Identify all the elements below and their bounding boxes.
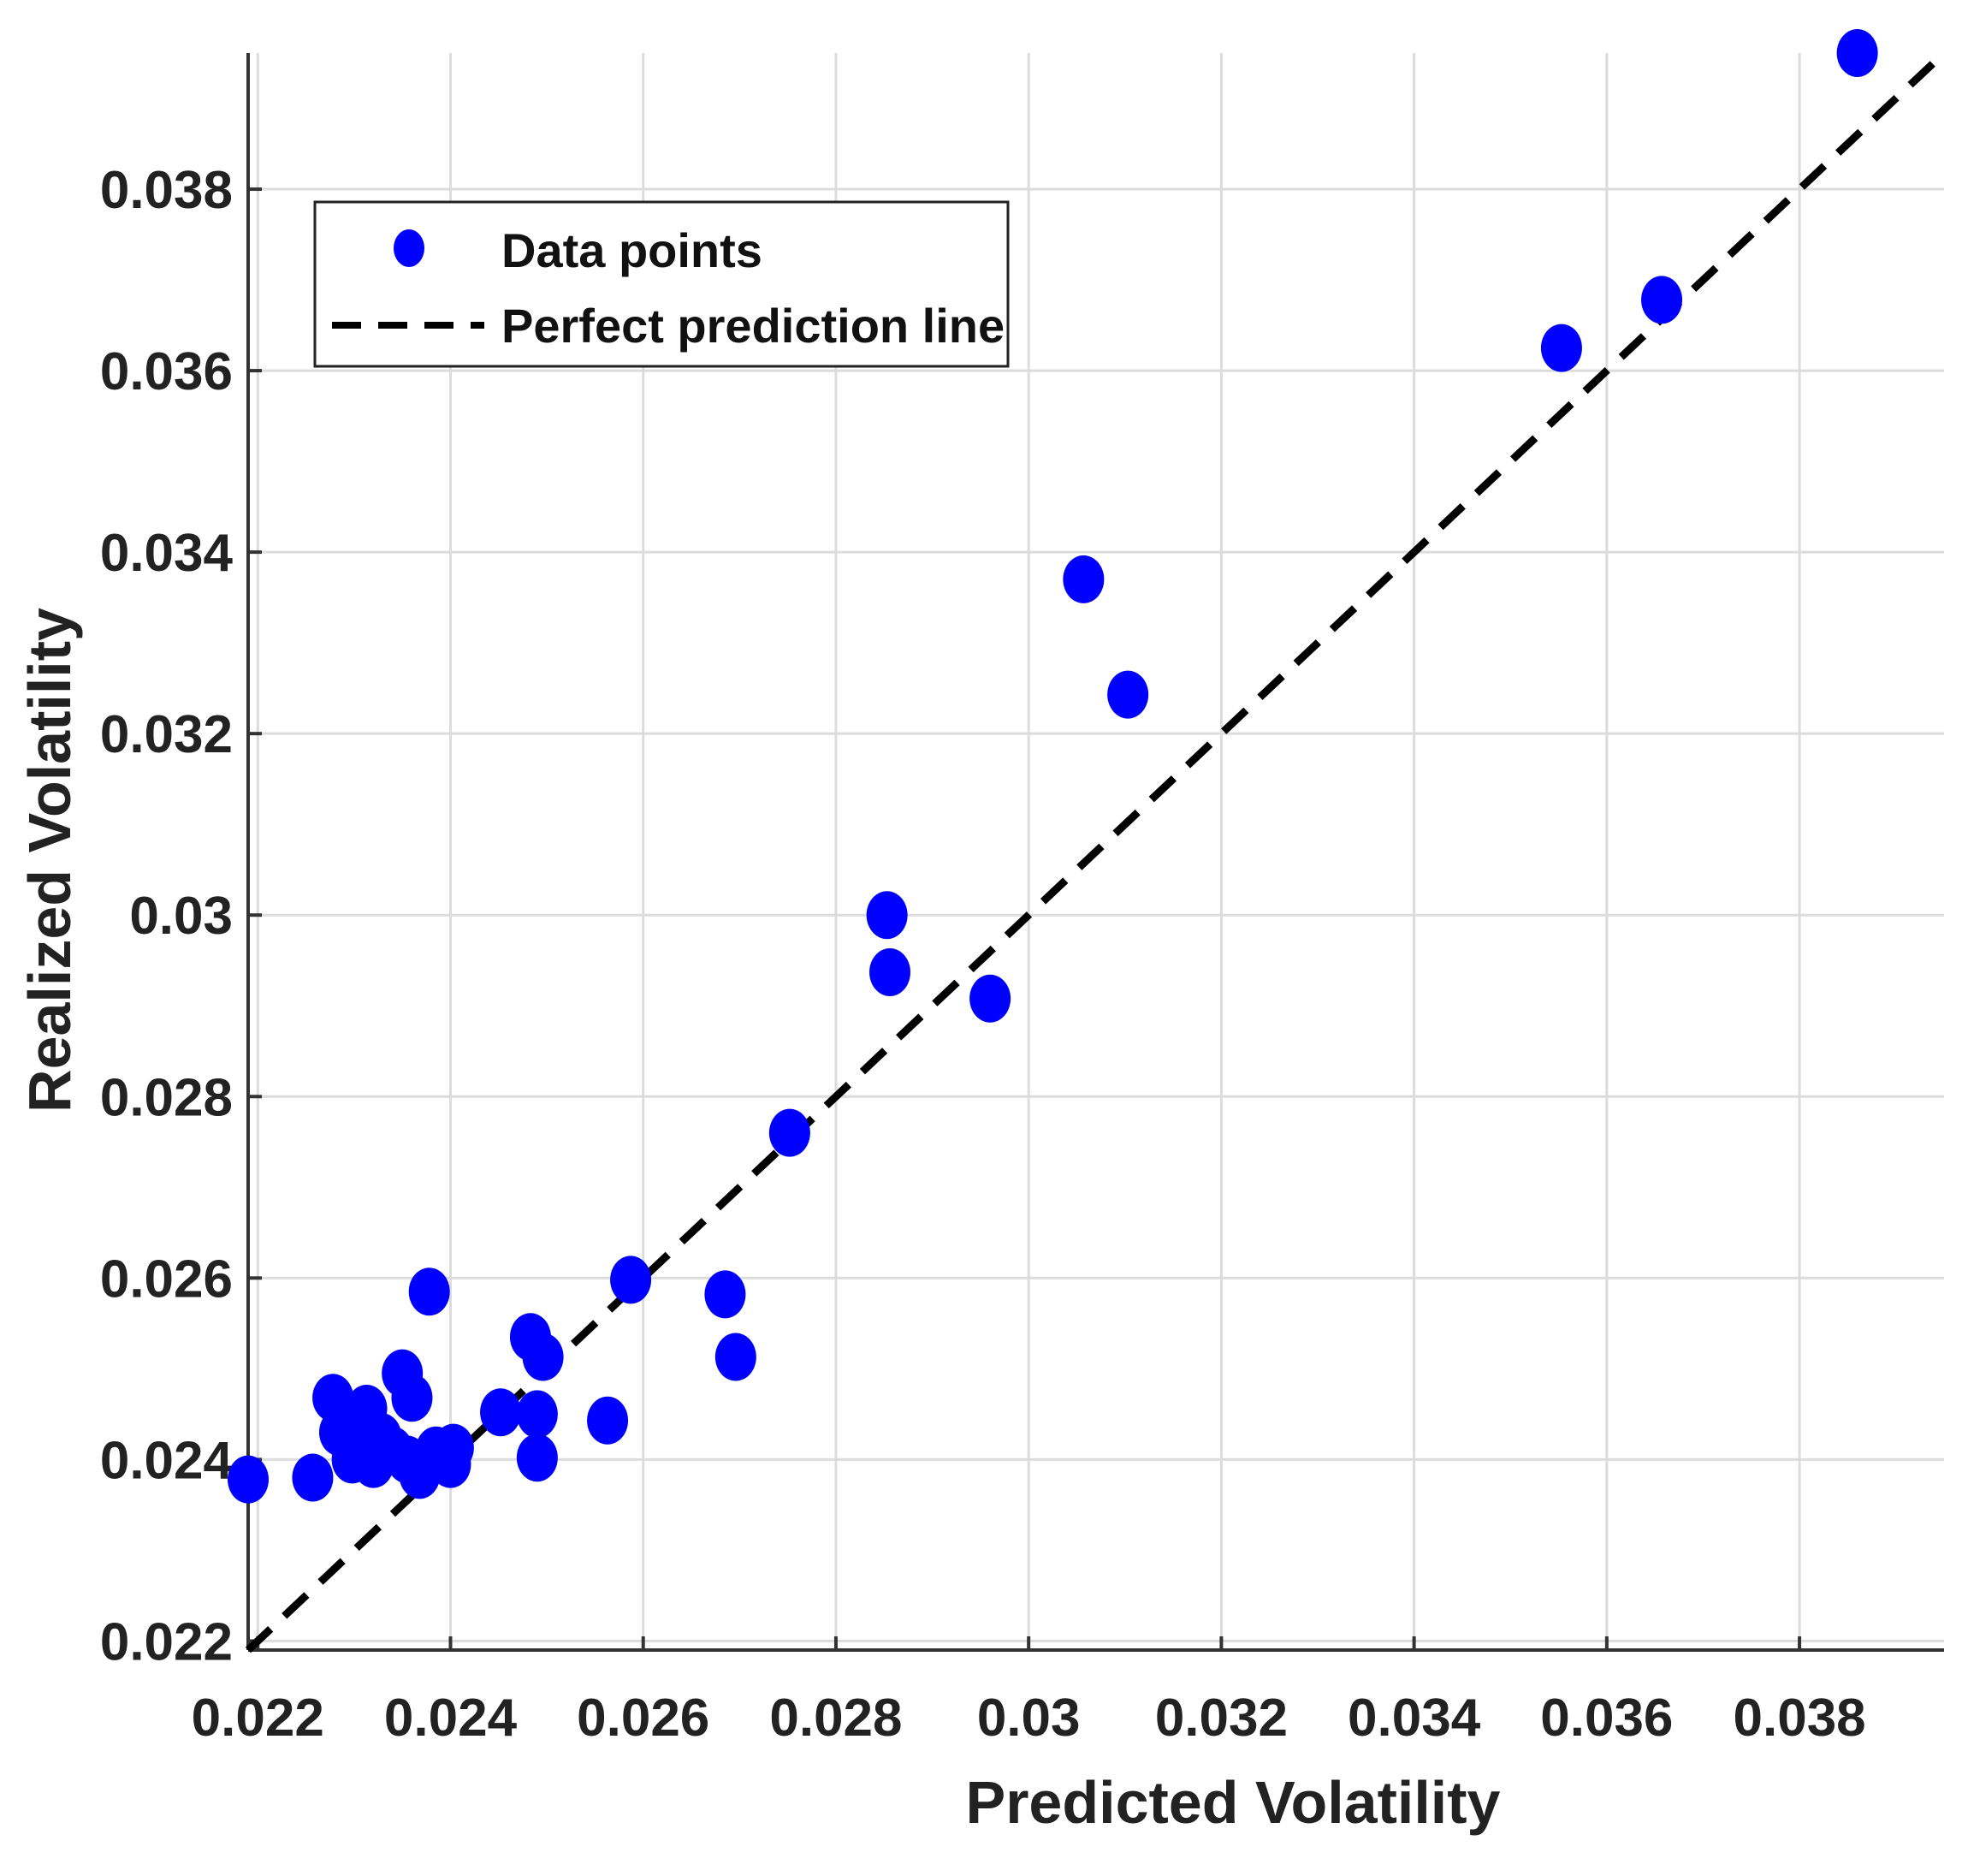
x-tick-label-5: 0.032 — [1155, 1689, 1288, 1748]
data-point-0 — [228, 1455, 269, 1504]
data-point-11 — [391, 1374, 433, 1422]
legend-label-data-points: Data points — [501, 223, 762, 277]
data-point-31 — [1063, 555, 1105, 603]
legend-marker-data-points — [394, 229, 424, 267]
data-point-18 — [480, 1388, 522, 1437]
x-tick-label-7: 0.036 — [1540, 1689, 1673, 1748]
x-tick-label-4: 0.03 — [977, 1689, 1081, 1748]
x-tick-label-3: 0.028 — [769, 1689, 902, 1748]
legend-label-perfect-prediction: Perfect prediction line — [501, 299, 1005, 353]
y-tick-label-7: 0.036 — [100, 342, 233, 401]
y-tick-label-8: 0.038 — [100, 161, 233, 220]
data-point-22 — [522, 1333, 564, 1381]
y-tick-label-2: 0.026 — [100, 1250, 233, 1309]
y-tick-label-1: 0.024 — [100, 1431, 234, 1490]
data-point-33 — [1540, 324, 1582, 372]
x-tick-label-8: 0.038 — [1734, 1689, 1866, 1748]
data-point-25 — [704, 1270, 746, 1319]
y-tick-label-6: 0.034 — [100, 524, 234, 583]
x-tick-label-1: 0.024 — [384, 1689, 518, 1748]
data-point-23 — [587, 1396, 629, 1445]
tick-labels: 0.022 0.024 0.026 0.028 0.03 0.032 0.034 0.036 0… — [100, 161, 1866, 1748]
legend-box — [313, 200, 1010, 368]
legend: Data points Perfect prediction line — [313, 200, 1010, 368]
data-point-20 — [516, 1390, 558, 1439]
data-point-35 — [1836, 29, 1878, 77]
data-point-1 — [292, 1453, 334, 1502]
data-point-17 — [432, 1423, 474, 1472]
data-point-26 — [714, 1333, 756, 1381]
y-tick-label-3: 0.028 — [100, 1068, 233, 1127]
data-points — [228, 29, 1878, 1504]
y-tick-label-5: 0.032 — [100, 705, 233, 764]
data-point-24 — [610, 1256, 652, 1304]
x-tick-label-2: 0.026 — [577, 1689, 709, 1748]
y-axis-title: Realized Volatility — [16, 608, 83, 1113]
data-point-30 — [969, 974, 1011, 1023]
data-point-21 — [516, 1434, 558, 1482]
data-point-14 — [408, 1267, 450, 1316]
y-tick-label-4: 0.03 — [129, 887, 233, 946]
data-point-27 — [768, 1108, 810, 1157]
x-tick-label-0: 0.022 — [192, 1689, 324, 1748]
data-point-34 — [1641, 276, 1683, 324]
x-tick-label-6: 0.034 — [1348, 1689, 1481, 1748]
x-axis-title: Predicted Volatility — [966, 1769, 1501, 1836]
data-point-29 — [869, 948, 911, 997]
data-point-28 — [866, 891, 908, 940]
y-tick-label-0: 0.022 — [100, 1612, 233, 1671]
axes — [246, 53, 1944, 1652]
data-point-32 — [1107, 670, 1149, 719]
